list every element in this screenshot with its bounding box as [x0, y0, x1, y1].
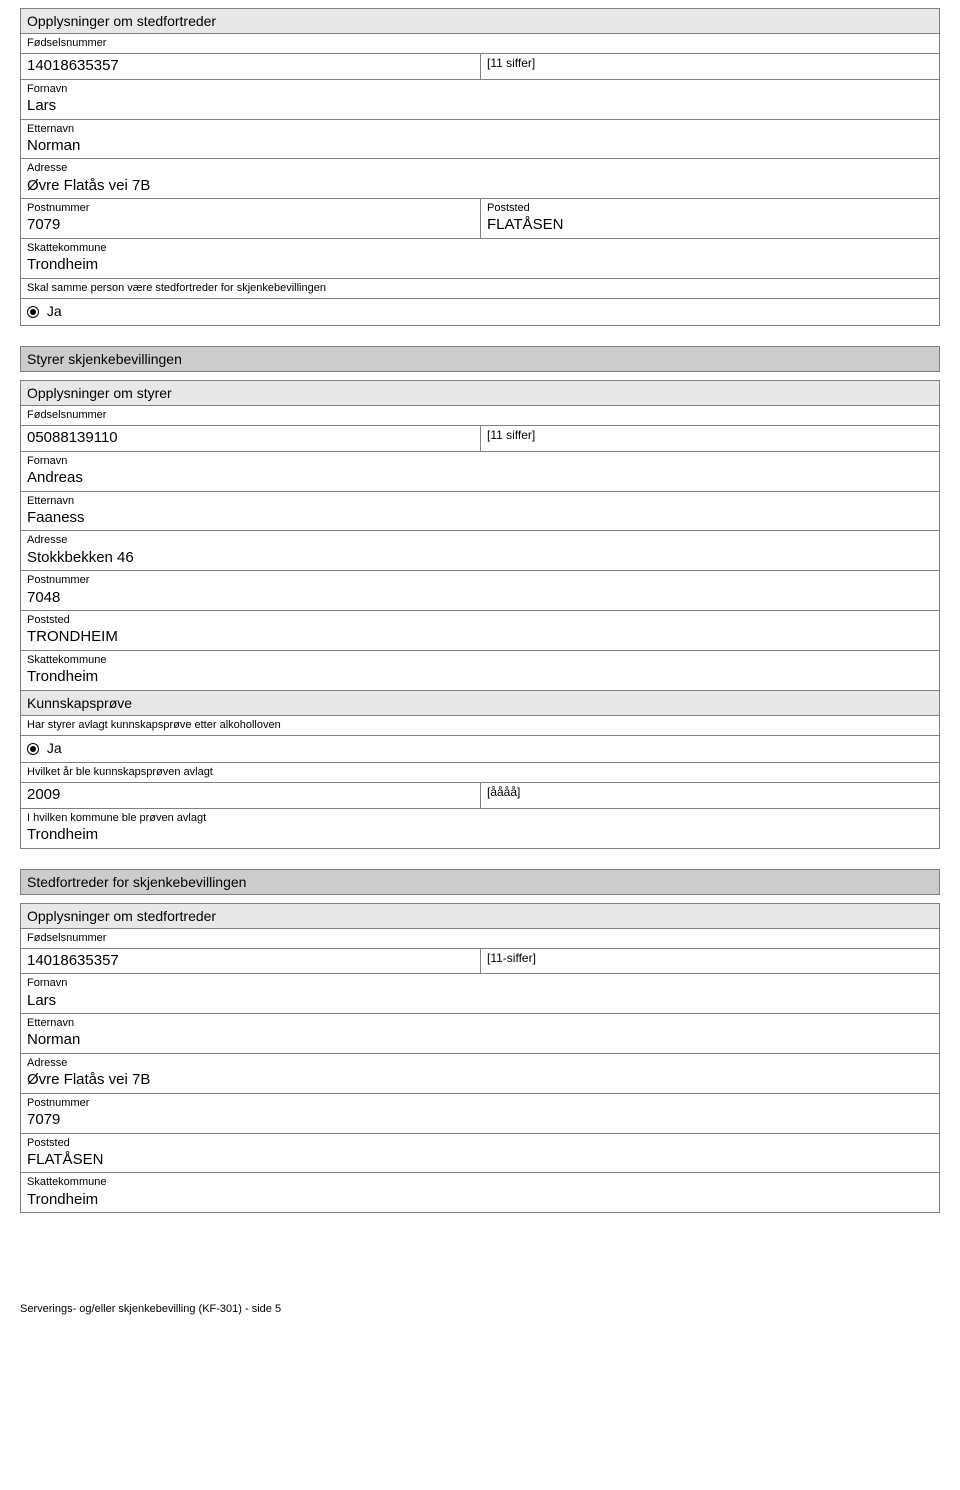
label-skattekommune: Skattekommune: [27, 241, 933, 255]
label-adresse-2: Adresse: [27, 533, 933, 547]
value-adresse: Øvre Flatås vei 7B: [27, 176, 933, 196]
subheader-opplysninger-styrer: Opplysninger om styrer: [20, 380, 940, 406]
value-etternavn-3: Norman: [27, 1030, 933, 1050]
label-poststed-2: Poststed: [27, 613, 933, 627]
field-fodselsnummer: Fødselsnummer: [20, 34, 940, 54]
hint-fodselsnummer-2: [11 siffer]: [487, 428, 933, 442]
subheader-kunnskapsprove: Kunnskapsprøve: [20, 691, 940, 716]
field-skattekommune-3: Skattekommune Trondheim: [20, 1173, 940, 1213]
label-fornavn-2: Fornavn: [27, 454, 933, 468]
value-postnummer: 7079: [27, 215, 474, 235]
hint-fodselsnummer-3: [11-siffer]: [487, 951, 933, 965]
value-skattekommune: Trondheim: [27, 255, 933, 275]
value-fodselsnummer-3: 14018635357: [27, 951, 474, 971]
field-skattekommune-2: Skattekommune Trondheim: [20, 651, 940, 691]
section-stedfortreder-2: Stedfortreder for skjenkebevillingen Opp…: [20, 869, 940, 1214]
value-fodselsnummer: 14018635357: [27, 56, 474, 76]
radio-row-ja: Ja: [20, 299, 940, 326]
field-postnummer-2: Postnummer 7048: [20, 571, 940, 611]
value-kommune: Trondheim: [27, 825, 933, 845]
field-fornavn: Fornavn Lars: [20, 80, 940, 120]
label-etternavn-2: Etternavn: [27, 494, 933, 508]
value-etternavn-2: Faaness: [27, 508, 933, 528]
value-poststed: FLATÅSEN: [487, 215, 933, 235]
label-skattekommune-3: Skattekommune: [27, 1175, 933, 1189]
label-etternavn: Etternavn: [27, 122, 933, 136]
row-year-value: 2009 [åååå]: [20, 783, 940, 809]
label-poststed-3: Poststed: [27, 1136, 933, 1150]
field-kommune: I hvilken kommune ble prøven avlagt Tron…: [20, 809, 940, 849]
field-poststed-2: Poststed TRONDHEIM: [20, 611, 940, 651]
label-question: Skal samme person være stedfortreder for…: [27, 281, 933, 295]
value-postnummer-2: 7048: [27, 588, 933, 608]
section-styrer: Styrer skjenkebevillingen Opplysninger o…: [20, 346, 940, 848]
field-postnummer-3: Postnummer 7079: [20, 1094, 940, 1134]
row-fodselsnummer-value: 14018635357 [11 siffer]: [20, 54, 940, 80]
field-question: Skal samme person være stedfortreder for…: [20, 279, 940, 299]
header-styrer: Styrer skjenkebevillingen: [20, 346, 940, 372]
value-fornavn-2: Andreas: [27, 468, 933, 488]
label-fodselsnummer-2: Fødselsnummer: [27, 408, 933, 422]
value-adresse-3: Øvre Flatås vei 7B: [27, 1070, 933, 1090]
label-fornavn: Fornavn: [27, 82, 933, 96]
value-skattekommune-3: Trondheim: [27, 1190, 933, 1210]
value-fornavn-3: Lars: [27, 991, 933, 1011]
field-etternavn: Etternavn Norman: [20, 120, 940, 160]
field-skattekommune: Skattekommune Trondheim: [20, 239, 940, 279]
radio-label-ja: Ja: [47, 303, 62, 319]
value-poststed-2: TRONDHEIM: [27, 627, 933, 647]
label-kunnskap-question: Har styrer avlagt kunnskapsprøve etter a…: [27, 718, 933, 732]
field-adresse-3: Adresse Øvre Flatås vei 7B: [20, 1054, 940, 1094]
value-adresse-2: Stokkbekken 46: [27, 548, 933, 568]
field-fornavn-3: Fornavn Lars: [20, 974, 940, 1014]
row-post: Postnummer 7079 Poststed FLATÅSEN: [20, 199, 940, 239]
radio-row-ja-2: Ja: [20, 736, 940, 763]
field-year-label: Hvilket år ble kunnskapsprøven avlagt: [20, 763, 940, 783]
label-kommune: I hvilken kommune ble prøven avlagt: [27, 811, 933, 825]
value-year: 2009: [27, 785, 474, 805]
subheader-opplysninger-stedfortreder-2: Opplysninger om stedfortreder: [20, 903, 940, 929]
value-skattekommune-2: Trondheim: [27, 667, 933, 687]
hint-fodselsnummer: [11 siffer]: [487, 56, 933, 70]
label-adresse-3: Adresse: [27, 1056, 933, 1070]
field-adresse: Adresse Øvre Flatås vei 7B: [20, 159, 940, 199]
field-kunnskap-question: Har styrer avlagt kunnskapsprøve etter a…: [20, 716, 940, 736]
label-postnummer: Postnummer: [27, 201, 474, 215]
value-etternavn: Norman: [27, 136, 933, 156]
subheader-opplysninger-stedfortreder: Opplysninger om stedfortreder: [20, 8, 940, 34]
field-fodselsnummer-2: Fødselsnummer: [20, 406, 940, 426]
field-fornavn-2: Fornavn Andreas: [20, 452, 940, 492]
row-fodselsnummer-value-2: 05088139110 [11 siffer]: [20, 426, 940, 452]
radio-selected-icon[interactable]: [27, 306, 39, 318]
row-fodselsnummer-value-3: 14018635357 [11-siffer]: [20, 949, 940, 975]
label-fodselsnummer-3: Fødselsnummer: [27, 931, 933, 945]
field-adresse-2: Adresse Stokkbekken 46: [20, 531, 940, 571]
value-fodselsnummer-2: 05088139110: [27, 428, 474, 448]
label-poststed: Poststed: [487, 201, 933, 215]
label-fodselsnummer: Fødselsnummer: [27, 36, 933, 50]
label-skattekommune-2: Skattekommune: [27, 653, 933, 667]
field-fodselsnummer-3: Fødselsnummer: [20, 929, 940, 949]
value-postnummer-3: 7079: [27, 1110, 933, 1130]
page-footer: Serverings- og/eller skjenkebevilling (K…: [20, 1303, 940, 1315]
header-stedfortreder: Stedfortreder for skjenkebevillingen: [20, 869, 940, 895]
hint-year: [åååå]: [487, 785, 933, 799]
value-fornavn: Lars: [27, 96, 933, 116]
radio-selected-icon-2[interactable]: [27, 743, 39, 755]
field-poststed-3: Poststed FLATÅSEN: [20, 1134, 940, 1174]
radio-label-ja-2: Ja: [47, 740, 62, 756]
section-stedfortreder-1: Opplysninger om stedfortreder Fødselsnum…: [20, 8, 940, 326]
value-poststed-3: FLATÅSEN: [27, 1150, 933, 1170]
label-postnummer-3: Postnummer: [27, 1096, 933, 1110]
label-fornavn-3: Fornavn: [27, 976, 933, 990]
label-adresse: Adresse: [27, 161, 933, 175]
label-postnummer-2: Postnummer: [27, 573, 933, 587]
field-etternavn-2: Etternavn Faaness: [20, 492, 940, 532]
label-year: Hvilket år ble kunnskapsprøven avlagt: [27, 765, 933, 779]
field-etternavn-3: Etternavn Norman: [20, 1014, 940, 1054]
label-etternavn-3: Etternavn: [27, 1016, 933, 1030]
